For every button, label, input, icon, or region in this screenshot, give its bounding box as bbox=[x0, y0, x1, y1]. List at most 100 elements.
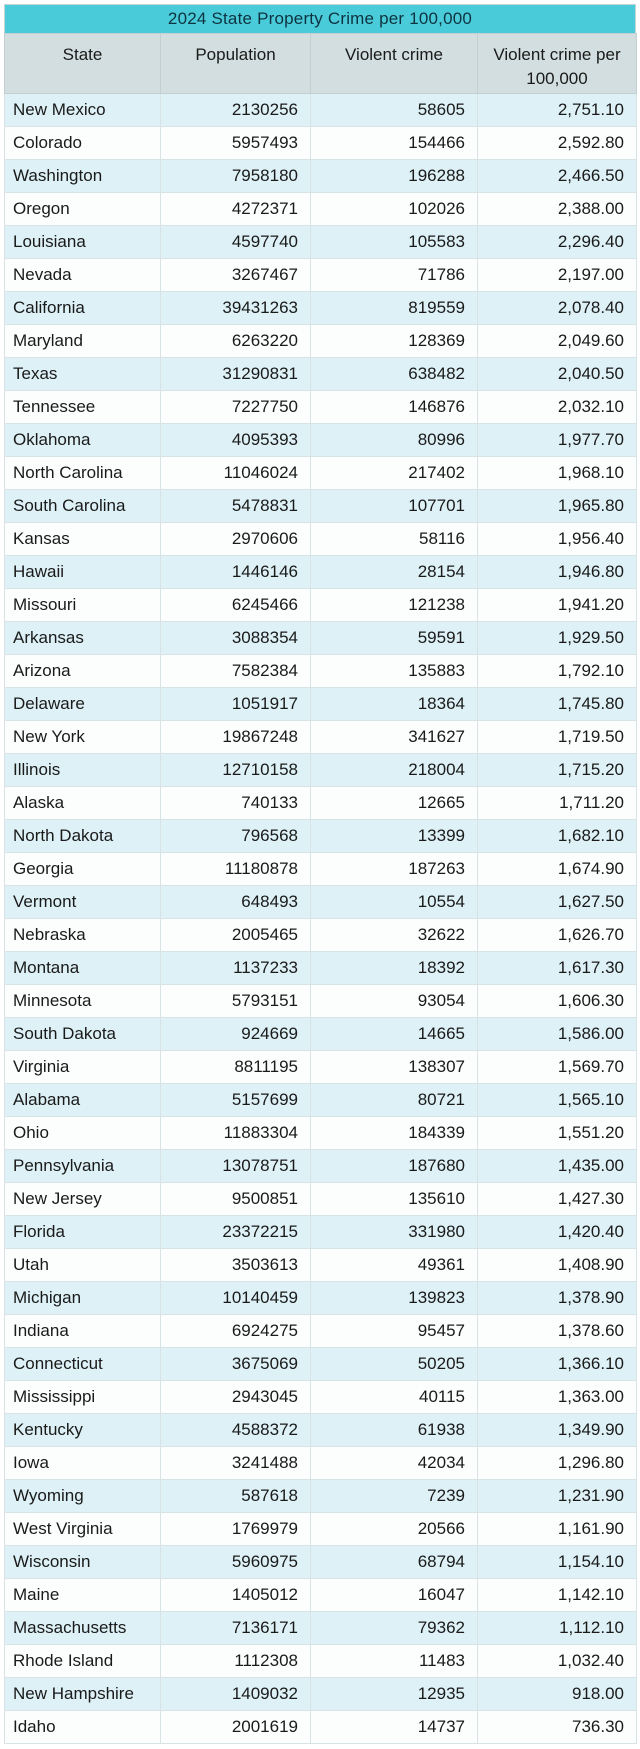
rate-cell: 2,078.40 bbox=[477, 290, 637, 325]
table-row: Wisconsin 5960975 68794 1,154.10 bbox=[4, 1544, 637, 1579]
rate-cell: 1,363.00 bbox=[477, 1379, 637, 1414]
population-cell: 19867248 bbox=[160, 719, 311, 754]
rate-cell: 2,296.40 bbox=[477, 224, 637, 259]
violent-crime-cell: 40115 bbox=[310, 1379, 478, 1414]
population-cell: 2005465 bbox=[160, 917, 311, 952]
population-cell: 11046024 bbox=[160, 455, 311, 490]
header-row: State Population Violent crime Violent c… bbox=[4, 33, 637, 94]
rate-cell: 1,674.90 bbox=[477, 851, 637, 886]
state-cell: Montana bbox=[4, 950, 161, 985]
table-row: Kentucky 4588372 61938 1,349.90 bbox=[4, 1412, 637, 1447]
population-cell: 4095393 bbox=[160, 422, 311, 457]
table-row: North Dakota 796568 13399 1,682.10 bbox=[4, 818, 637, 853]
population-cell: 740133 bbox=[160, 785, 311, 820]
state-cell: Michigan bbox=[4, 1280, 161, 1315]
table-row: Michigan 10140459 139823 1,378.90 bbox=[4, 1280, 637, 1315]
state-cell: Connecticut bbox=[4, 1346, 161, 1381]
table-row: Missouri 6245466 121238 1,941.20 bbox=[4, 587, 637, 622]
table-row: Nebraska 2005465 32622 1,626.70 bbox=[4, 917, 637, 952]
violent-crime-cell: 107701 bbox=[310, 488, 478, 523]
state-cell: Massachusetts bbox=[4, 1610, 161, 1645]
population-cell: 4588372 bbox=[160, 1412, 311, 1447]
violent-crime-cell: 58605 bbox=[310, 92, 478, 127]
state-cell: North Dakota bbox=[4, 818, 161, 853]
population-cell: 4597740 bbox=[160, 224, 311, 259]
rate-cell: 1,627.50 bbox=[477, 884, 637, 919]
rate-cell: 2,197.00 bbox=[477, 257, 637, 292]
violent-crime-cell: 93054 bbox=[310, 983, 478, 1018]
rate-cell: 2,751.10 bbox=[477, 92, 637, 127]
state-cell: Iowa bbox=[4, 1445, 161, 1480]
population-cell: 5157699 bbox=[160, 1082, 311, 1117]
state-cell: Oregon bbox=[4, 191, 161, 226]
violent-crime-cell: 139823 bbox=[310, 1280, 478, 1315]
table-row: Louisiana 4597740 105583 2,296.40 bbox=[4, 224, 637, 259]
population-cell: 6263220 bbox=[160, 323, 311, 358]
rate-cell: 1,408.90 bbox=[477, 1247, 637, 1282]
state-cell: Pennsylvania bbox=[4, 1148, 161, 1183]
population-cell: 10140459 bbox=[160, 1280, 311, 1315]
state-cell: Ohio bbox=[4, 1115, 161, 1150]
state-cell: South Dakota bbox=[4, 1016, 161, 1051]
state-cell: North Carolina bbox=[4, 455, 161, 490]
rate-cell: 1,586.00 bbox=[477, 1016, 637, 1051]
violent-crime-cell: 59591 bbox=[310, 620, 478, 655]
state-cell: Missouri bbox=[4, 587, 161, 622]
violent-crime-cell: 105583 bbox=[310, 224, 478, 259]
rate-cell: 1,142.10 bbox=[477, 1577, 637, 1612]
state-cell: Oklahoma bbox=[4, 422, 161, 457]
table-row: Utah 3503613 49361 1,408.90 bbox=[4, 1247, 637, 1282]
table-row: Minnesota 5793151 93054 1,606.30 bbox=[4, 983, 637, 1018]
rate-cell: 1,929.50 bbox=[477, 620, 637, 655]
state-cell: Wyoming bbox=[4, 1478, 161, 1513]
state-cell: New Hampshire bbox=[4, 1676, 161, 1711]
state-cell: Maine bbox=[4, 1577, 161, 1612]
population-cell: 924669 bbox=[160, 1016, 311, 1051]
state-cell: Colorado bbox=[4, 125, 161, 160]
table-row: Tennessee 7227750 146876 2,032.10 bbox=[4, 389, 637, 424]
rate-cell: 918.00 bbox=[477, 1676, 637, 1711]
rate-cell: 1,941.20 bbox=[477, 587, 637, 622]
violent-crime-cell: 128369 bbox=[310, 323, 478, 358]
rate-cell: 1,977.70 bbox=[477, 422, 637, 457]
violent-crime-cell: 10554 bbox=[310, 884, 478, 919]
rate-cell: 1,551.20 bbox=[477, 1115, 637, 1150]
table-body: New Mexico 2130256 58605 2,751.10 Colorado 59… bbox=[4, 92, 637, 1744]
state-cell: West Virginia bbox=[4, 1511, 161, 1546]
violent-crime-cell: 341627 bbox=[310, 719, 478, 754]
rate-cell: 1,161.90 bbox=[477, 1511, 637, 1546]
population-cell: 3267467 bbox=[160, 257, 311, 292]
population-cell: 1446146 bbox=[160, 554, 311, 589]
violent-crime-cell: 184339 bbox=[310, 1115, 478, 1150]
rate-cell: 1,154.10 bbox=[477, 1544, 637, 1579]
population-cell: 6245466 bbox=[160, 587, 311, 622]
state-cell: Indiana bbox=[4, 1313, 161, 1348]
rate-cell: 1,682.10 bbox=[477, 818, 637, 853]
table-row: Virginia 8811195 138307 1,569.70 bbox=[4, 1049, 637, 1084]
rate-cell: 2,592.80 bbox=[477, 125, 637, 160]
state-cell: Georgia bbox=[4, 851, 161, 886]
rate-cell: 2,388.00 bbox=[477, 191, 637, 226]
violent-crime-cell: 154466 bbox=[310, 125, 478, 160]
violent-crime-cell: 14737 bbox=[310, 1709, 478, 1744]
rate-cell: 1,946.80 bbox=[477, 554, 637, 589]
state-cell: Kansas bbox=[4, 521, 161, 556]
table-row: Kansas 2970606 58116 1,956.40 bbox=[4, 521, 637, 556]
table-row: Florida 23372215 331980 1,420.40 bbox=[4, 1214, 637, 1249]
violent-crime-cell: 18364 bbox=[310, 686, 478, 721]
table-row: Massachusetts 7136171 79362 1,112.10 bbox=[4, 1610, 637, 1645]
population-cell: 587618 bbox=[160, 1478, 311, 1513]
population-cell: 2943045 bbox=[160, 1379, 311, 1414]
rate-cell: 1,296.80 bbox=[477, 1445, 637, 1480]
violent-crime-cell: 11483 bbox=[310, 1643, 478, 1678]
violent-crime-cell: 819559 bbox=[310, 290, 478, 325]
table-row: South Dakota 924669 14665 1,586.00 bbox=[4, 1016, 637, 1051]
rate-cell: 1,378.90 bbox=[477, 1280, 637, 1315]
rate-cell: 1,420.40 bbox=[477, 1214, 637, 1249]
state-cell: Nebraska bbox=[4, 917, 161, 952]
violent-crime-cell: 13399 bbox=[310, 818, 478, 853]
table-row: Ohio 11883304 184339 1,551.20 bbox=[4, 1115, 637, 1150]
rate-cell: 1,956.40 bbox=[477, 521, 637, 556]
rate-cell: 1,711.20 bbox=[477, 785, 637, 820]
table-row: Texas 31290831 638482 2,040.50 bbox=[4, 356, 637, 391]
